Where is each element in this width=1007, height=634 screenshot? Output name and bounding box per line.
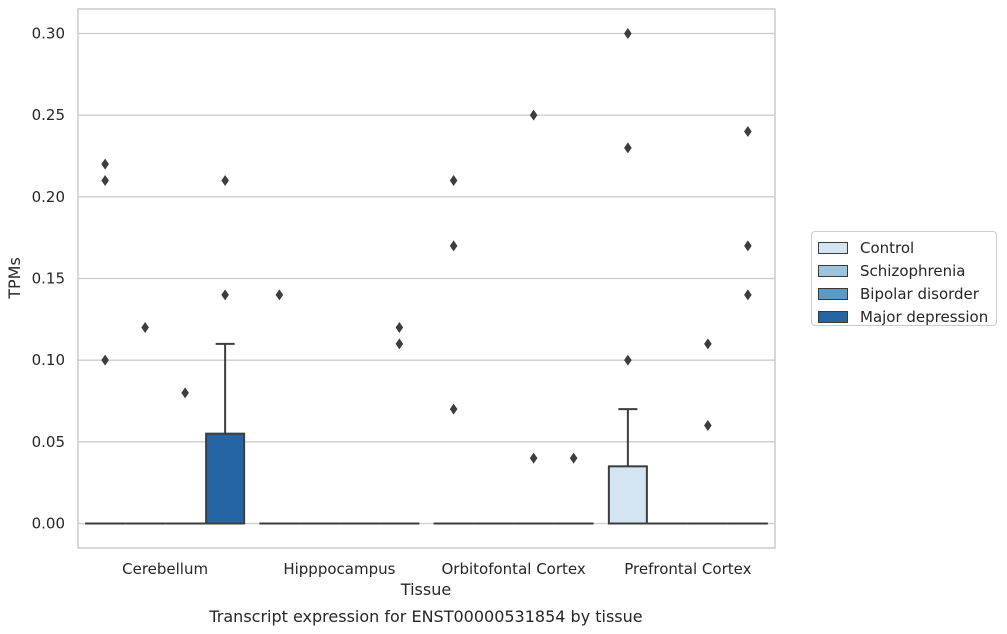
legend-swatch [818,287,848,300]
outlier-point [221,289,229,301]
outlier-point [704,420,712,431]
chart-caption: Transcript expression for ENST0000053185… [208,607,642,626]
outlier-point [624,354,632,366]
outlier-point [181,387,189,399]
box-control [607,408,648,525]
outlier-point [395,338,404,350]
legend-swatch [818,310,848,323]
x-axis-label: Tissue [400,580,451,599]
outlier-point [141,322,149,333]
outliers [101,28,752,464]
legend-item: Schizophrenia [812,259,996,282]
y-tick-label: 0.05 [32,433,65,451]
outlier-point [744,240,752,252]
legend-item: Major depression [812,305,996,328]
legend-label: Schizophrenia [860,261,966,280]
y-tick-label: 0.10 [32,351,65,369]
legend-label: Control [860,238,915,257]
outlier-point [395,322,404,333]
outlier-point [221,175,229,186]
y-tick-label: 0.00 [32,515,65,533]
plot-area-frame [77,8,776,549]
y-tick-label: 0.20 [32,188,65,206]
outlier-point [449,175,458,186]
x-tick-label: Hipppocampus [283,560,395,578]
legend-label: Major depression [860,307,989,326]
outlier-point [449,240,458,252]
outlier-point [569,452,578,464]
outlier-point [101,158,109,170]
x-tick-label: Cerebellum [122,560,208,578]
legend-swatch [818,241,848,254]
gridlines [78,32,775,525]
box-body [607,465,648,525]
outlier-point [275,289,284,301]
outlier-point [449,403,458,415]
outlier-point [744,126,752,137]
box-major-depression [205,342,246,525]
legend-swatch [818,264,848,277]
legend: Control Schizophrenia Bipolar disorder Majo… [811,231,997,326]
outlier-point [101,175,109,186]
x-tick-label: Prefrontal Cortex [624,560,751,578]
outlier-point [529,109,538,121]
y-axis-ticks: 0.00 0.05 0.10 0.15 0.20 0.25 0.30 [32,25,65,533]
outlier-point [624,142,632,154]
x-axis-ticks: Cerebellum Hipppocampus Orbitofontal Corte… [122,560,751,578]
outlier-point [744,289,752,301]
y-axis-label: TPMs [5,257,24,300]
y-tick-label: 0.15 [32,270,65,288]
y-tick-label: 0.30 [32,25,65,43]
legend-label: Bipolar disorder [860,284,979,303]
legend-item: Control [812,236,996,259]
outlier-point [704,338,712,350]
legend-item: Bipolar disorder [812,282,996,305]
boxes [85,342,768,525]
x-tick-label: Orbitofontal Cortex [442,560,586,578]
outlier-point [529,452,538,464]
box-body [205,432,246,525]
outlier-point [101,354,109,366]
outlier-point [624,28,632,39]
y-tick-label: 0.25 [32,106,65,124]
